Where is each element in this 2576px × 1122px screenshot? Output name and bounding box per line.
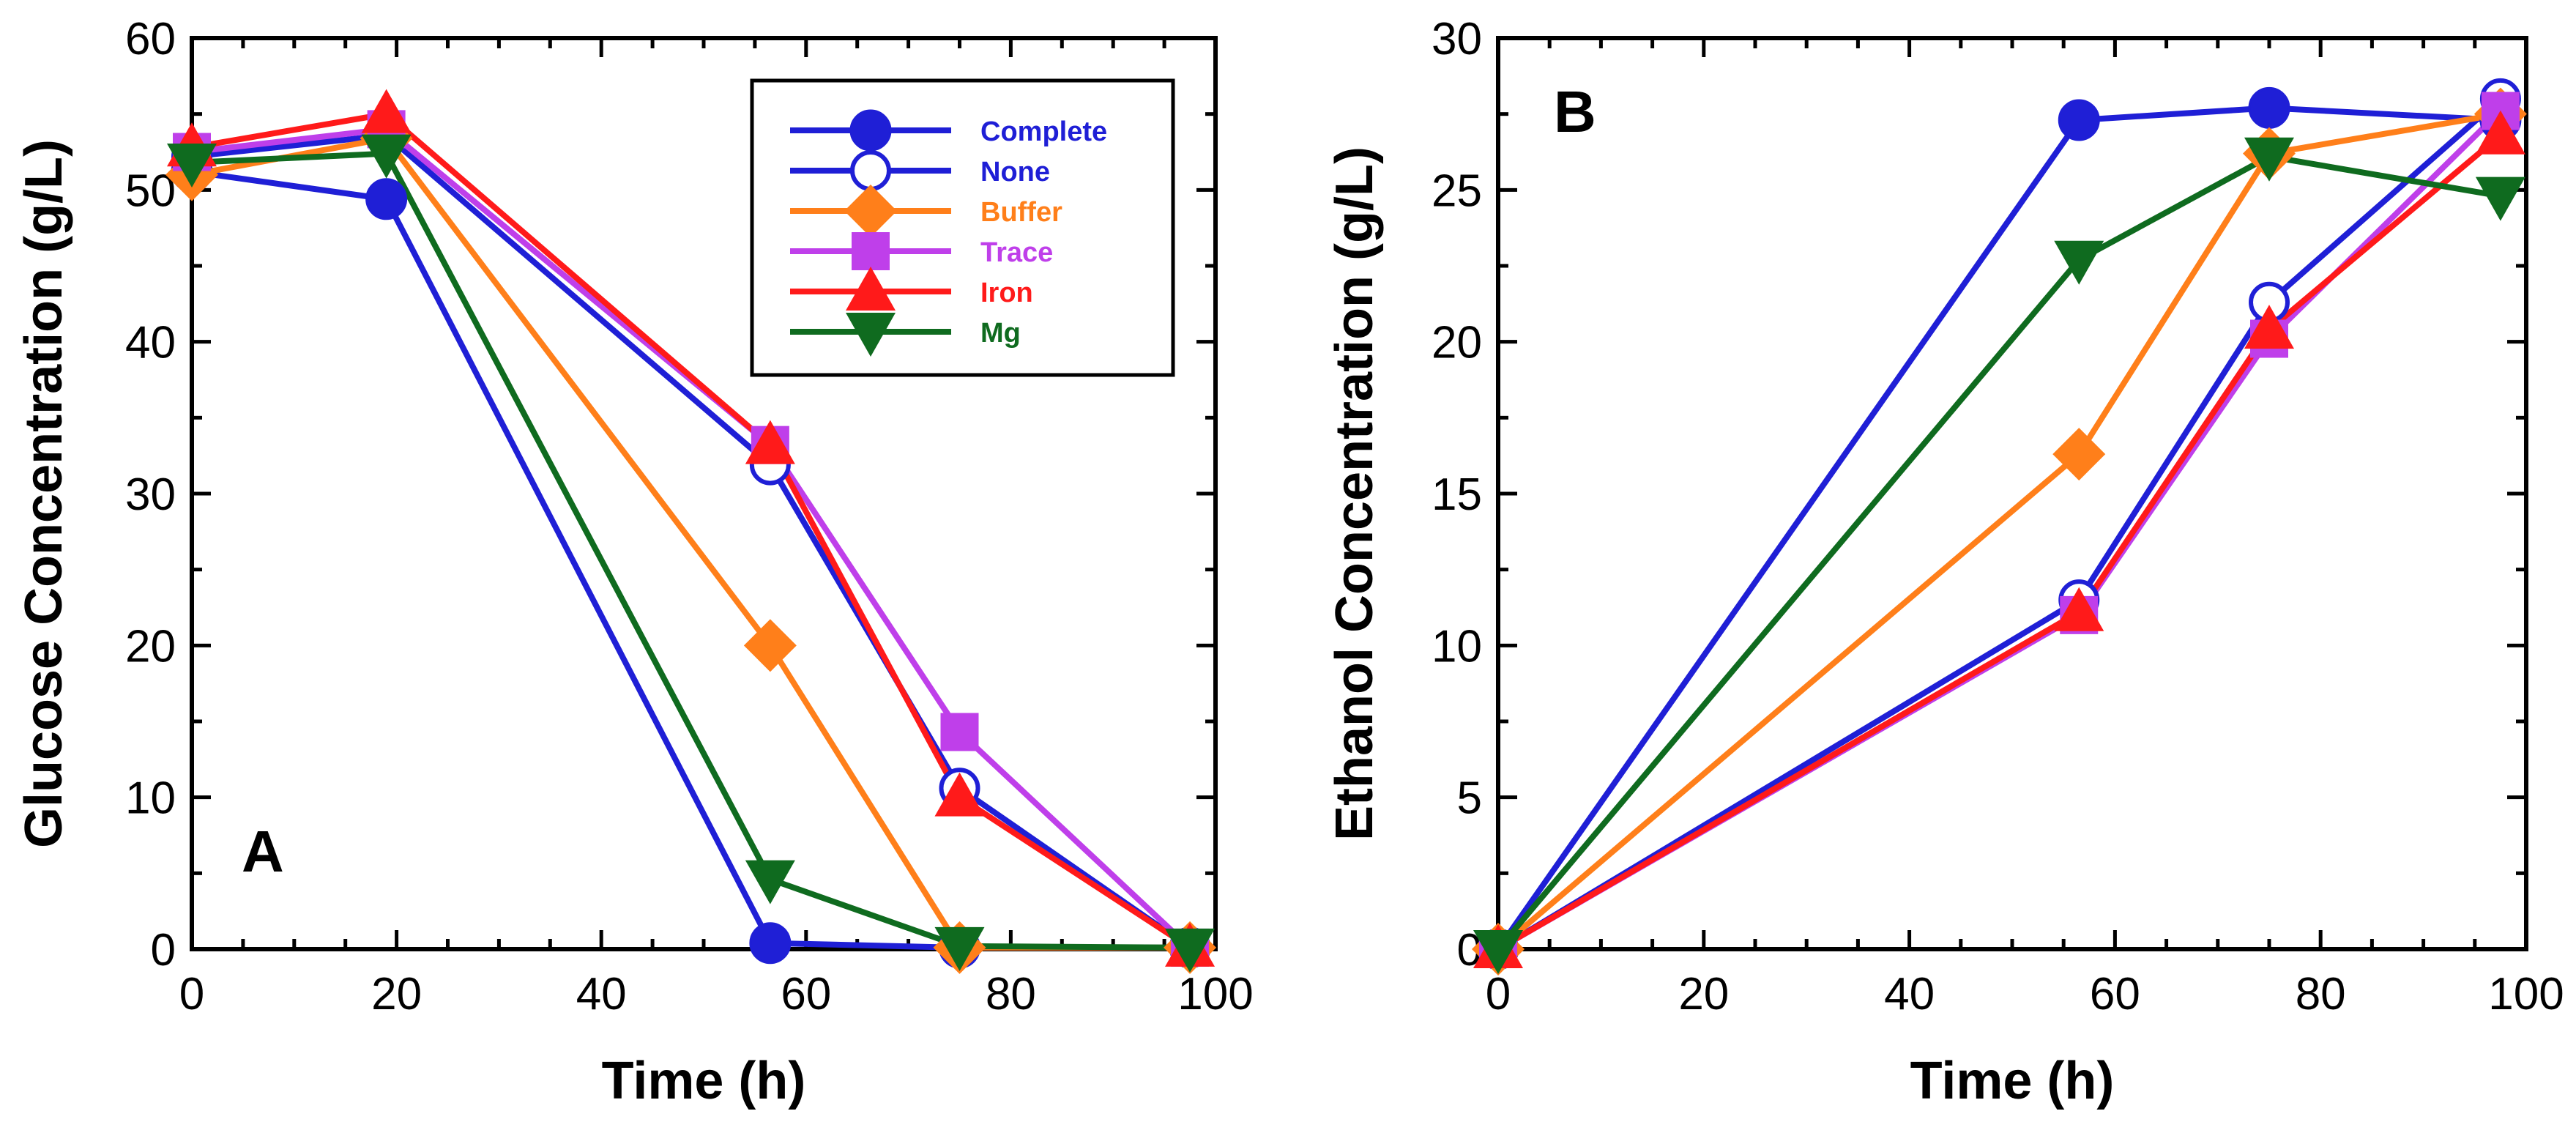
y-tick-label: 0 xyxy=(151,925,176,976)
data-point-mg xyxy=(745,860,795,904)
x-tick-label: 80 xyxy=(2296,969,2346,1019)
data-point-complete xyxy=(749,922,792,965)
panel-label: A xyxy=(242,819,284,884)
legend-label-iron: Iron xyxy=(980,278,1033,308)
data-point-mg xyxy=(934,926,985,971)
y-tick-label: 10 xyxy=(125,773,176,824)
data-point-buffer xyxy=(743,619,797,672)
y-tick-label: 60 xyxy=(125,14,176,64)
data-point-mg xyxy=(2475,177,2525,221)
data-point-complete xyxy=(2248,86,2290,129)
data-point-complete xyxy=(365,178,408,220)
legend-label-buffer: Buffer xyxy=(980,197,1062,228)
x-tick-label: 40 xyxy=(576,969,627,1019)
x-tick-label: 20 xyxy=(1678,969,1729,1019)
x-tick-label: 80 xyxy=(986,969,1036,1019)
y-tick-label: 25 xyxy=(1432,166,1482,216)
legend-marker-none xyxy=(850,150,891,191)
y-tick-label: 40 xyxy=(125,318,176,368)
legend-label-complete: Complete xyxy=(980,116,1107,147)
legend-label-mg: Mg xyxy=(980,318,1021,349)
legend-marker-complete xyxy=(849,109,892,152)
y-tick-label: 10 xyxy=(1432,621,1482,672)
series-line-none xyxy=(1496,96,2503,952)
x-axis-title: Time (h) xyxy=(1910,1052,2115,1110)
y-tick-label: 20 xyxy=(125,621,176,672)
y-tick-label: 5 xyxy=(1457,773,1482,824)
x-axis-title: Time (h) xyxy=(602,1052,806,1110)
y-axis-title: Glucose Concentration (g/L) xyxy=(15,139,73,848)
series-line-complete xyxy=(1495,105,2501,951)
series-line-iron xyxy=(1496,133,2503,952)
data-point-buffer xyxy=(2052,428,2106,481)
data-point-trace xyxy=(940,713,979,751)
legend-marker-trace xyxy=(852,232,890,270)
x-tick-label: 100 xyxy=(1177,969,1253,1019)
y-tick-label: 30 xyxy=(1432,14,1482,64)
x-tick-label: 0 xyxy=(179,969,204,1019)
x-tick-label: 60 xyxy=(2090,969,2140,1019)
x-tick-label: 60 xyxy=(781,969,831,1019)
data-point-mg xyxy=(361,134,412,179)
legend-label-trace: Trace xyxy=(980,237,1053,268)
data-point-mg xyxy=(1473,930,1523,974)
data-point-mg xyxy=(1165,928,1216,973)
data-point-complete xyxy=(2058,99,2100,141)
data-point-iron xyxy=(745,420,795,464)
data-point-iron xyxy=(361,89,412,133)
series-line-buffer xyxy=(1496,111,2501,952)
y-axis-title: Ethanol Concentration (g/L) xyxy=(1325,146,1384,841)
y-tick-label: 30 xyxy=(125,469,176,520)
x-tick-label: 20 xyxy=(371,969,422,1019)
legend-marker-iron xyxy=(846,267,896,311)
data-point-iron xyxy=(2475,110,2525,155)
x-tick-label: 100 xyxy=(2488,969,2564,1019)
x-tick-label: 0 xyxy=(1486,969,1511,1019)
x-tick-label: 40 xyxy=(1884,969,1935,1019)
y-tick-label: 15 xyxy=(1432,469,1482,520)
panel-label: B xyxy=(1554,79,1596,144)
data-point-iron xyxy=(934,772,985,817)
data-point-mg xyxy=(2054,240,2104,285)
legend-marker-buffer xyxy=(844,185,897,237)
data-point-iron xyxy=(2244,305,2294,349)
legend-marker-mg xyxy=(846,313,896,357)
legend: Complete None Buffer Trace Iron Mg xyxy=(750,78,1175,377)
data-point-mg xyxy=(167,144,217,188)
series-line-mg xyxy=(1495,153,2501,951)
y-tick-label: 20 xyxy=(1432,318,1482,368)
data-point-mg xyxy=(2244,137,2294,182)
data-point-iron xyxy=(2054,587,2104,631)
legend-label-none: None xyxy=(980,157,1050,187)
